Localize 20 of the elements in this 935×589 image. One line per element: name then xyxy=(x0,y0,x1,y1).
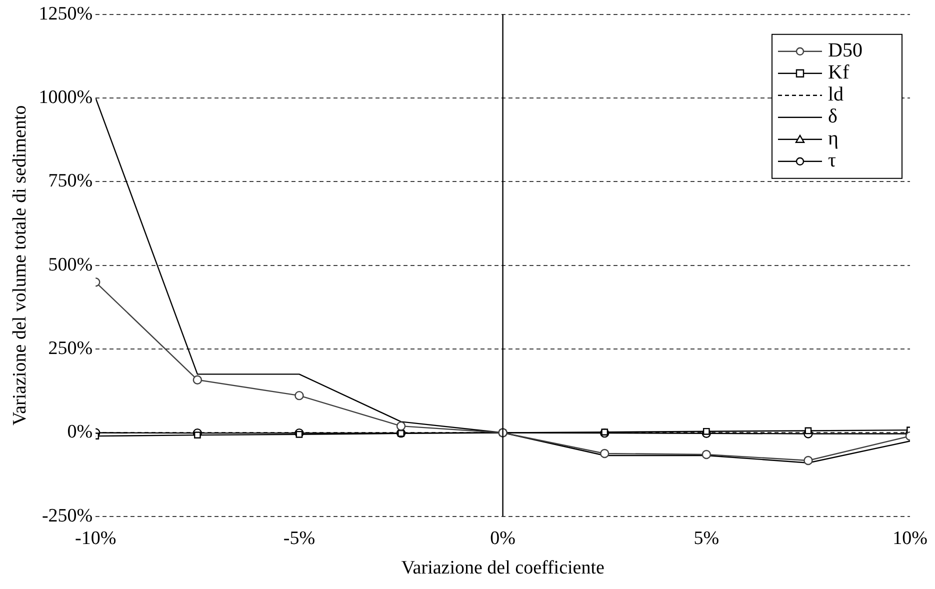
legend-label: Kf xyxy=(828,62,850,84)
legend-label: τ xyxy=(828,150,836,172)
y-axis-title: Variazione del volume totale di sedimento xyxy=(9,105,30,426)
y-tick-label: 750% xyxy=(48,170,93,192)
x-tick-label: 5% xyxy=(694,528,720,549)
x-tick-label: -10% xyxy=(75,528,116,549)
y-tick-label: 250% xyxy=(48,338,93,360)
legend-label: δ xyxy=(828,106,838,128)
legend-label: η xyxy=(828,128,838,150)
x-tick-label: -5% xyxy=(283,528,316,549)
y-tick-label: 1250% xyxy=(38,3,93,24)
y-tick-label: 1000% xyxy=(38,87,93,108)
y-tick-label: 500% xyxy=(48,254,93,276)
x-tick-label: 0% xyxy=(490,528,516,549)
x-tick-label: 10% xyxy=(892,528,928,549)
legend-label: ld xyxy=(828,84,844,106)
x-axis-title: Variazione del coefficiente xyxy=(401,558,604,579)
legend-label: D50 xyxy=(828,40,862,62)
y-tick-label: -250% xyxy=(42,505,93,526)
y-tick-label: 0% xyxy=(67,422,93,443)
